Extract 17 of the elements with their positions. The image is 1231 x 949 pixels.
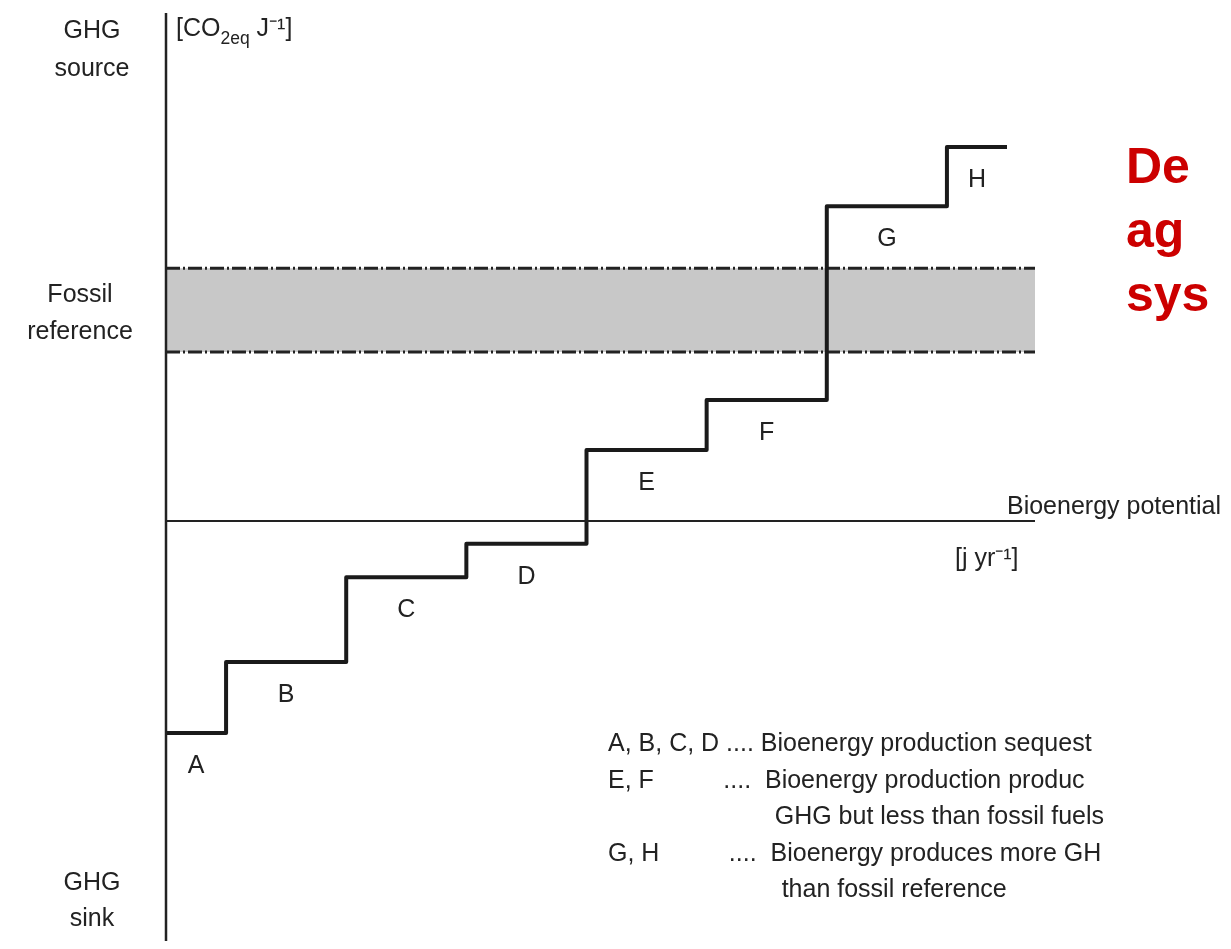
x-tick-label: B — [277, 679, 295, 708]
x-tick-label: G — [877, 223, 897, 252]
x-tick-label: D — [517, 560, 536, 589]
x-tick-label: C — [397, 594, 416, 623]
x-axis-title: Bioenergy potential — [1006, 491, 1222, 519]
x-tick-label: F — [759, 416, 775, 445]
x-tick-label: E — [638, 467, 655, 496]
text: E, F .... Bioenergy production produc GHG but less than fossil fuels — [608, 765, 1105, 829]
text: G, H .... Bioenergy produces more GH than fossil reference — [608, 838, 1102, 902]
x-tick-label: A — [187, 750, 205, 779]
band-label: Fossil reference — [27, 279, 133, 345]
annotation: A, B, C, D .... Bioenergy production sequest — [608, 728, 1092, 756]
annotation: [j yr⁻¹] — [955, 543, 1019, 571]
x-tick-label: H — [967, 164, 986, 193]
text: GHG source — [54, 15, 130, 81]
text: De ag sys — [1126, 138, 1210, 322]
text: GHG sink — [63, 867, 121, 931]
